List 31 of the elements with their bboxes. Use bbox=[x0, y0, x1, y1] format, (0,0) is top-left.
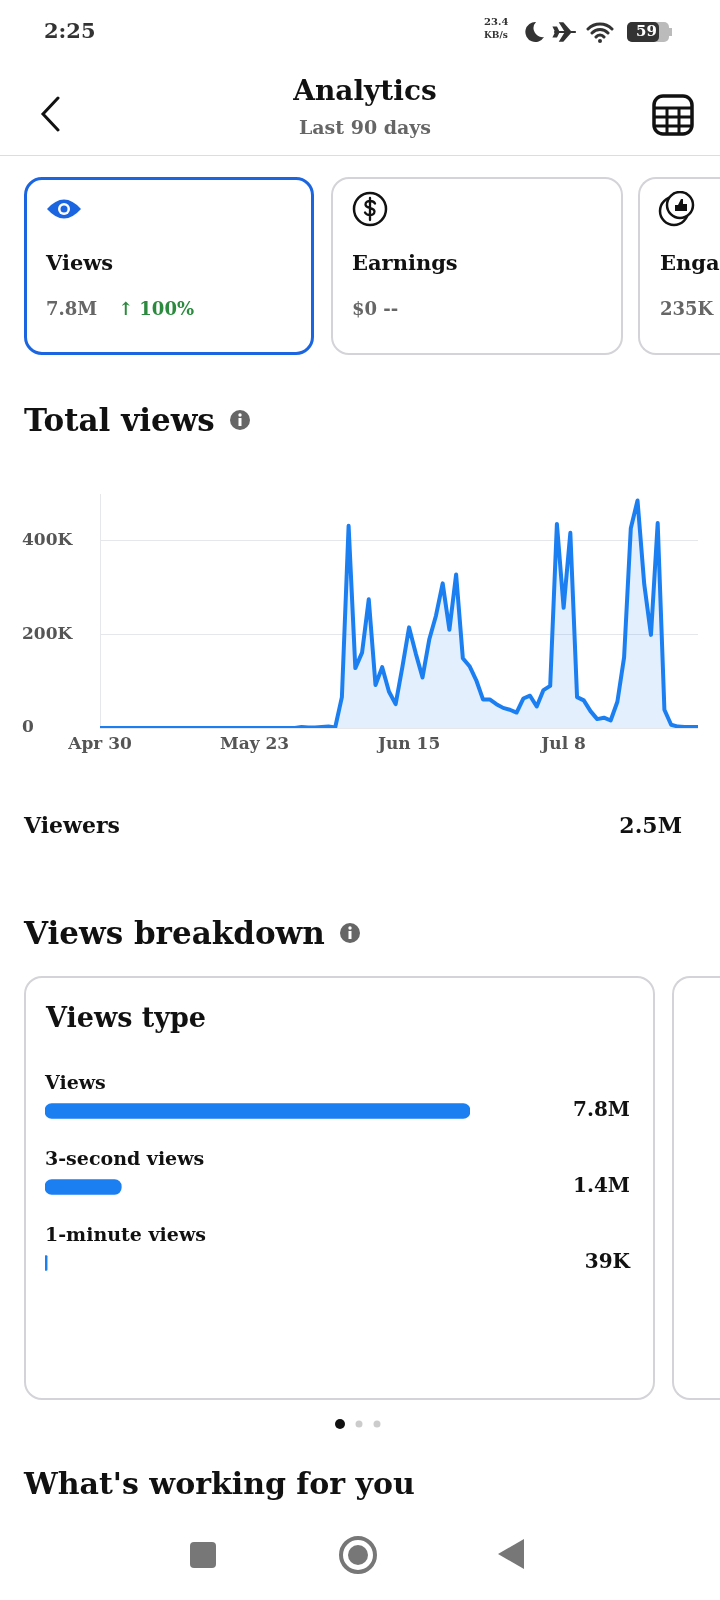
text: 2.5M bbox=[619, 812, 682, 838]
text: $0 -- bbox=[352, 298, 399, 319]
text: Viewers bbox=[24, 812, 120, 838]
text: Analytics bbox=[293, 74, 437, 107]
text: Views breakdown bbox=[24, 915, 325, 951]
data-label: 39K bbox=[584, 1249, 631, 1274]
text: ↑ 100% bbox=[118, 298, 195, 319]
text: 23.4 bbox=[484, 16, 509, 27]
y-tick-label: 1-minute views bbox=[45, 1222, 206, 1245]
text: Earnings bbox=[352, 250, 458, 275]
text: Enga bbox=[660, 250, 720, 275]
text: What's working for you bbox=[24, 1466, 415, 1501]
y-tick-label: 400K bbox=[22, 529, 74, 550]
y-tick-label: 3-second views bbox=[45, 1146, 205, 1169]
text: 235K bbox=[660, 298, 714, 319]
x-tick-label: Apr 30 bbox=[67, 732, 132, 753]
chart-title: Total views bbox=[24, 402, 215, 438]
chart-title: Views type bbox=[46, 1002, 206, 1033]
data-label: 7.8M bbox=[573, 1097, 630, 1122]
x-tick-label: May 23 bbox=[219, 732, 290, 753]
y-tick-label: 0 bbox=[22, 716, 34, 737]
text: 59 bbox=[636, 22, 657, 40]
text: 7.8M bbox=[46, 298, 98, 319]
text: KB/s bbox=[484, 30, 508, 40]
data-label: 1.4M bbox=[573, 1173, 630, 1198]
y-tick-label: 200K bbox=[22, 622, 74, 643]
y-tick-label: Views bbox=[44, 1070, 106, 1093]
x-tick-label: Jul 8 bbox=[539, 732, 586, 753]
x-tick-label: Jun 15 bbox=[375, 732, 441, 753]
text: 2:25 bbox=[44, 18, 96, 43]
text: Last 90 days bbox=[298, 116, 432, 138]
